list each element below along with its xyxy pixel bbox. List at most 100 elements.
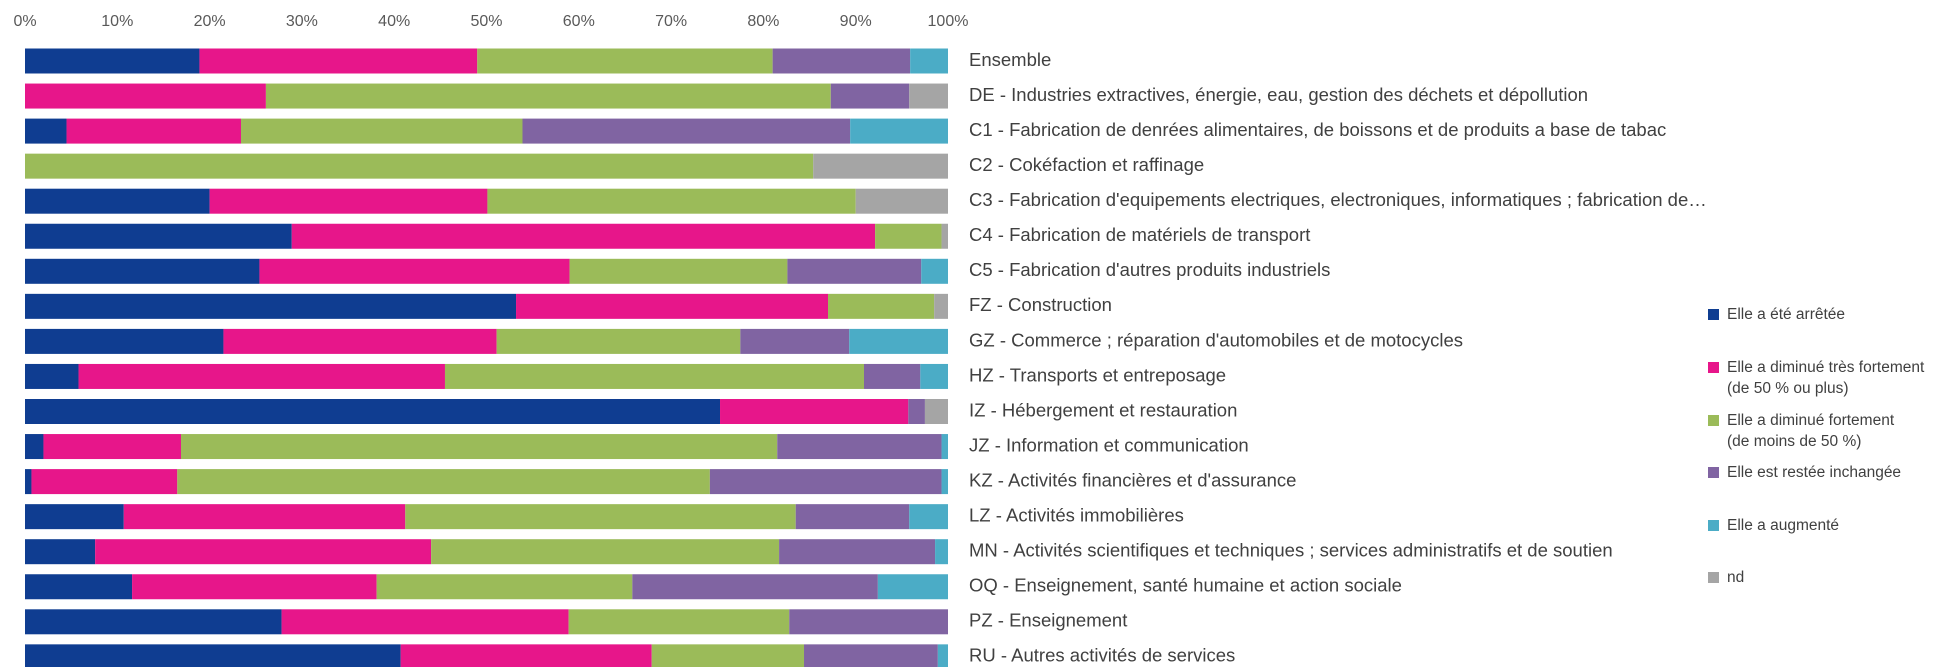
legend-item: Elle a été arrêtée	[1708, 304, 1845, 325]
bar-segment	[516, 293, 829, 319]
bar-segment	[487, 188, 856, 214]
legend-swatch	[1708, 467, 1719, 478]
category-label: HZ - Transports et entreposage	[969, 364, 1226, 385]
bar-segment	[941, 223, 948, 249]
bar-segment	[877, 574, 948, 600]
bar-segment	[25, 399, 721, 424]
bar-segment	[78, 363, 445, 389]
bar-segment	[25, 293, 517, 319]
bar-segment	[924, 399, 948, 424]
x-tick-label: 60%	[563, 13, 595, 30]
bar-segment	[291, 223, 876, 249]
bar-segment	[25, 644, 401, 667]
bar-segment	[804, 644, 938, 667]
bar-segment	[25, 504, 124, 530]
legend-item: Elle a augmenté	[1708, 515, 1839, 536]
x-tick-label: 10%	[101, 13, 133, 30]
bar-segment	[223, 328, 497, 354]
bar-segment	[199, 48, 478, 74]
bar-segment	[259, 258, 570, 284]
x-tick-label: 100%	[928, 13, 969, 30]
category-label: PZ - Enseignement	[969, 610, 1127, 631]
category-label: C2 - Cokéfaction et raffinage	[969, 154, 1204, 175]
bar-segment	[43, 434, 181, 460]
bar-segment	[632, 574, 878, 600]
category-label: C3 - Fabrication d'equipements electriqu…	[969, 189, 1707, 210]
legend-swatch	[1708, 520, 1719, 531]
bar-segment	[25, 83, 266, 109]
bar-segment	[864, 363, 921, 389]
bar-segment	[772, 48, 911, 74]
bar-segment	[25, 153, 814, 179]
bar-segment	[400, 644, 652, 667]
legend-label: nd	[1727, 569, 1745, 586]
bar-segment	[568, 609, 790, 635]
legend-item: nd	[1708, 567, 1744, 588]
category-label: IZ - Hébergement et restauration	[969, 399, 1237, 420]
bar-segment	[875, 223, 942, 249]
bar-segment	[123, 504, 406, 530]
category-label: FZ - Construction	[969, 294, 1112, 315]
bar-segment	[405, 504, 796, 530]
bar-segment	[66, 118, 241, 144]
category-label: KZ - Activités financières et d'assuranc…	[969, 469, 1296, 490]
bar-segment	[431, 539, 780, 565]
category-label: JZ - Information et communication	[969, 434, 1249, 455]
bar-segment	[240, 118, 523, 144]
bar-segment	[95, 539, 432, 565]
x-tick-label: 30%	[286, 13, 318, 30]
bar-segment	[909, 504, 948, 530]
bar-segment	[813, 153, 948, 179]
bar-segment	[937, 644, 948, 667]
bar-segment	[25, 469, 32, 495]
bar-segment	[709, 469, 942, 495]
legend-label: Elle a été arrêtée	[1727, 306, 1846, 323]
legend-swatch	[1708, 309, 1719, 320]
bar-segment	[787, 258, 922, 284]
category-label: DE - Industries extractives, énergie, ea…	[969, 84, 1588, 105]
bar-segment	[522, 118, 851, 144]
x-tick-label: 20%	[194, 13, 226, 30]
category-label: OQ - Enseignement, santé humaine et acti…	[969, 575, 1402, 596]
bar-segment	[789, 609, 948, 635]
bar-segment	[935, 539, 948, 565]
bar-segment	[209, 188, 488, 214]
bar-segment	[830, 83, 910, 109]
bar-segment	[25, 258, 260, 284]
category-label: MN - Activités scientifiques et techniqu…	[969, 540, 1613, 561]
category-label: C4 - Fabrication de matériels de transpo…	[969, 224, 1310, 245]
bar-segment	[376, 574, 633, 600]
bar-segment	[25, 48, 200, 74]
bar-segment	[25, 223, 292, 249]
bar-segment	[855, 188, 948, 214]
category-label: RU - Autres activités de services	[969, 645, 1235, 666]
legend-label: Elle a diminué très fortement (de 50 % o…	[1727, 359, 1925, 397]
bar-segment	[651, 644, 805, 667]
bar-segment	[795, 504, 910, 530]
bar-segment	[779, 539, 936, 565]
bar-segment	[477, 48, 773, 74]
bar-segment	[132, 574, 377, 600]
bar-segment	[25, 434, 44, 460]
legend-label: Elle a augmenté	[1727, 517, 1840, 534]
bar-segment	[849, 328, 948, 354]
bar-segment	[908, 399, 925, 424]
bar-segment	[720, 399, 909, 424]
bar-segment	[25, 574, 133, 600]
legend-label: Elle a diminué fortement (de moins de 50…	[1727, 412, 1895, 450]
legend-swatch	[1708, 572, 1719, 583]
legend-item: Elle a diminué fortement (de moins de 50…	[1708, 410, 1894, 452]
bar-segment	[25, 188, 210, 214]
x-tick-label: 0%	[13, 13, 36, 30]
bar-segment	[934, 293, 948, 319]
category-label: GZ - Commerce ; réparation d'automobiles…	[969, 329, 1463, 350]
category-label: C5 - Fabrication d'autres produits indus…	[969, 259, 1330, 280]
category-label: Ensemble	[969, 49, 1051, 70]
x-tick-label: 40%	[378, 13, 410, 30]
bar-segment	[909, 83, 948, 109]
bar-segment	[25, 609, 282, 635]
legend-swatch	[1708, 415, 1719, 426]
bar-segment	[777, 434, 942, 460]
